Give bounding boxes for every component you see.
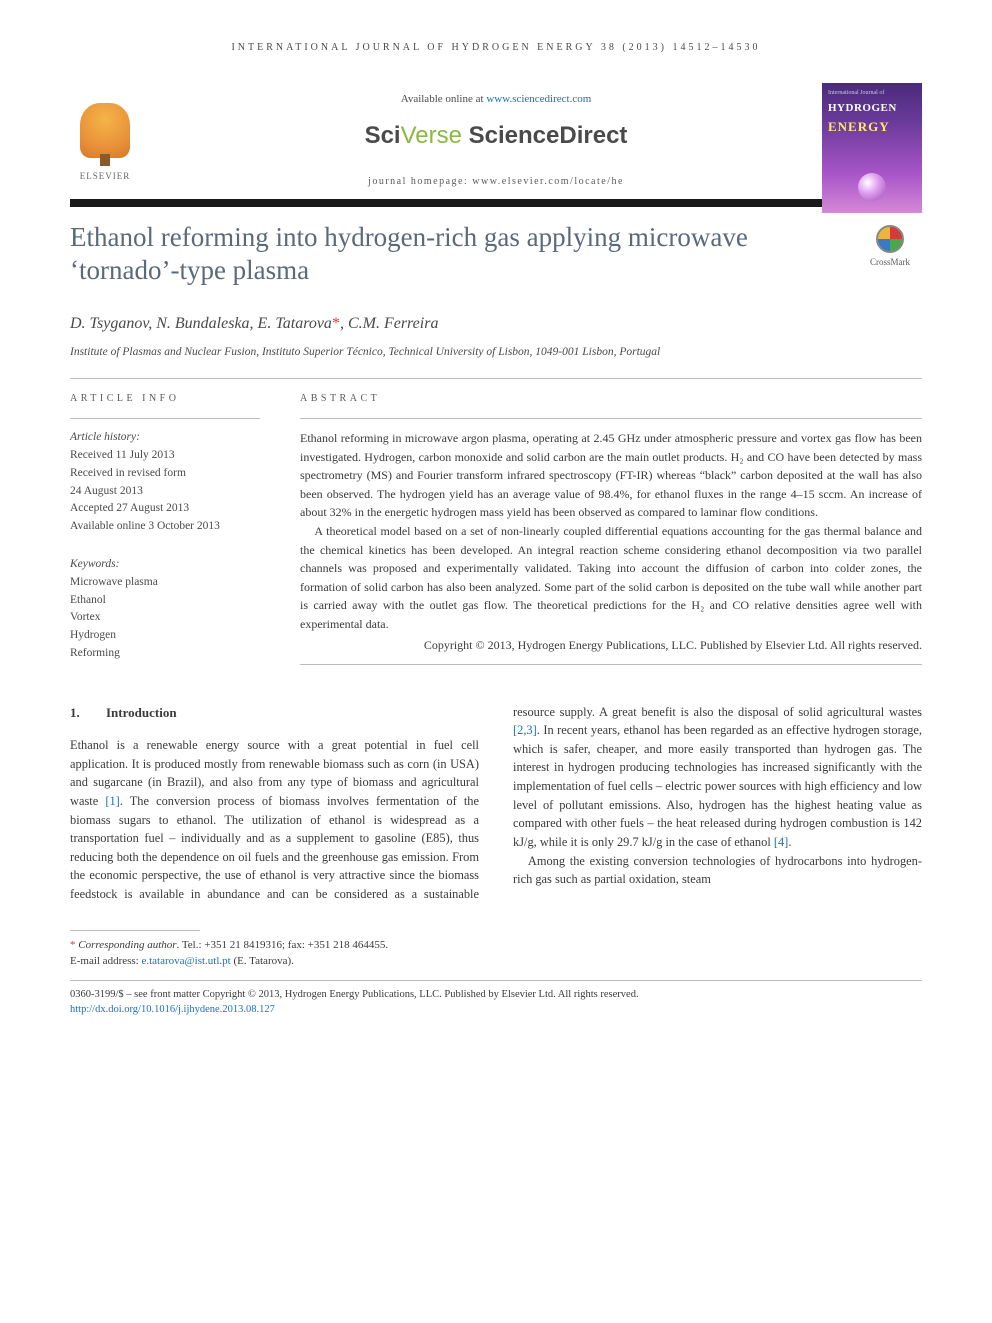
corr-tel: . Tel.: +351 21 8419316; fax: +351 218 4… [177, 939, 389, 951]
abstract-text: Ethanol reforming in microwave argon pla… [300, 429, 922, 634]
section-heading-intro: 1.Introduction [70, 703, 479, 723]
info-rule [70, 418, 260, 419]
journal-homepage: journal homepage: www.elsevier.com/locat… [180, 174, 812, 189]
body-columns: 1.Introduction Ethanol is a renewable en… [70, 703, 922, 904]
keywords-block: Keywords: Microwave plasma Ethanol Vorte… [70, 556, 260, 663]
keyword: Reforming [70, 645, 260, 663]
abstract-head: ABSTRACT [300, 391, 922, 406]
email-label: E-mail address: [70, 955, 141, 967]
intro-p3: Among the existing conversion technologi… [513, 852, 922, 889]
history-accepted: Accepted 27 August 2013 [70, 500, 260, 518]
ref-link-4[interactable]: [4] [774, 835, 788, 849]
abstract-copyright: Copyright © 2013, Hydrogen Energy Public… [300, 636, 922, 654]
cover-hydrogen: HYDROGEN [828, 100, 916, 117]
keyword: Vortex [70, 609, 260, 627]
available-prefix: Available online at [401, 93, 487, 105]
keyword: Ethanol [70, 592, 260, 610]
doi-link[interactable]: http://dx.doi.org/10.1016/j.ijhydene.201… [70, 1004, 275, 1015]
elsevier-logo: ELSEVIER [70, 103, 140, 183]
crossmark-badge[interactable]: CrossMark [858, 225, 922, 270]
intro-p2c: . [788, 835, 791, 849]
corresponding-footnote: * Corresponding author. Tel.: +351 21 84… [70, 937, 922, 970]
crossmark-icon [876, 225, 904, 253]
section-title: Introduction [106, 705, 177, 720]
masthead: ELSEVIER International Journal of HYDROG… [70, 83, 922, 189]
intro-p1b: . The conversion process of biomass invo… [70, 794, 479, 901]
footer-rule [70, 980, 922, 981]
footer-line1: 0360-3199/$ – see front matter Copyright… [70, 987, 922, 1003]
intro-p2b: . In recent years, ethanol has been rega… [513, 723, 922, 849]
authors-part2: , C.M. Ferreira [340, 315, 439, 332]
rule-top [70, 378, 922, 379]
keyword: Hydrogen [70, 627, 260, 645]
abstract-p1: Ethanol reforming in microwave argon pla… [300, 429, 922, 522]
sciencedirect-link[interactable]: www.sciencedirect.com [486, 93, 591, 105]
authors: D. Tsyganov, N. Bundaleska, E. Tatarova*… [70, 312, 922, 336]
history-received: Received 11 July 2013 [70, 447, 260, 465]
affiliation: Institute of Plasmas and Nuclear Fusion,… [70, 344, 922, 360]
abstract-bottom-rule [300, 664, 922, 665]
ref-link-23[interactable]: [2,3] [513, 723, 537, 737]
email-link[interactable]: e.tatarova@ist.utl.pt [141, 955, 230, 967]
cover-top-line: International Journal of [828, 89, 916, 98]
keyword: Microwave plasma [70, 574, 260, 592]
footnote-star-icon: * [70, 939, 78, 951]
elsevier-label: ELSEVIER [80, 170, 131, 184]
article-history: Article history: Received 11 July 2013 R… [70, 429, 260, 536]
sciencedirect-logo: SciVerse ScienceDirect [180, 118, 812, 154]
elsevier-tree-icon [80, 103, 130, 158]
title-bar [70, 199, 922, 207]
footer-text: 0360-3199/$ – see front matter Copyright… [70, 987, 922, 1019]
history-label: Article history: [70, 429, 260, 447]
cover-energy: ENERGY [828, 117, 916, 137]
history-online: Available online 3 October 2013 [70, 518, 260, 536]
corresponding-marker: * [332, 315, 340, 332]
abstract-rule [300, 418, 922, 419]
article-info-head: ARTICLE INFO [70, 391, 260, 406]
history-revised-1: Received in revised form [70, 465, 260, 483]
sd-direct: ScienceDirect [462, 122, 627, 149]
sd-sci: Sci [365, 122, 401, 149]
keywords-label: Keywords: [70, 556, 260, 574]
running-head: INTERNATIONAL JOURNAL OF HYDROGEN ENERGY… [70, 40, 922, 55]
cover-orb-icon [858, 173, 886, 201]
abstract-p2: A theoretical model based on a set of no… [300, 522, 922, 634]
journal-cover-thumbnail: International Journal of HYDROGEN ENERGY [822, 83, 922, 213]
email-suffix: (E. Tatarova). [231, 955, 294, 967]
section-number: 1. [70, 703, 106, 723]
available-online-line: Available online at www.sciencedirect.co… [180, 91, 812, 108]
corr-label: Corresponding author [78, 939, 176, 951]
authors-part1: D. Tsyganov, N. Bundaleska, E. Tatarova [70, 315, 332, 332]
article-title: Ethanol reforming into hydrogen-rich gas… [70, 221, 842, 289]
history-revised-2: 24 August 2013 [70, 483, 260, 501]
ref-link-1[interactable]: [1] [105, 794, 119, 808]
crossmark-label: CrossMark [870, 256, 910, 270]
sd-verse: Verse [401, 122, 462, 149]
footnote-rule [70, 930, 200, 931]
